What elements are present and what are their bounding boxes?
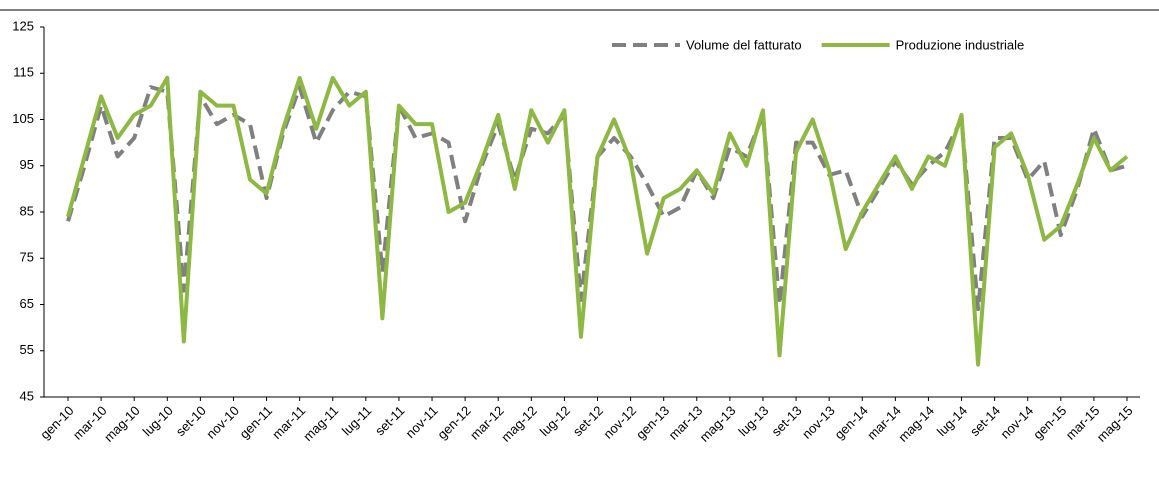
y-tick-label: 75 [20,250,34,265]
y-tick-label: 125 [12,18,34,33]
y-tick-label: 65 [20,296,34,311]
x-tick-label: lug-12 [537,403,573,439]
x-tick-label: mag-14 [895,403,937,445]
y-tick-label: 55 [20,342,34,357]
x-tick-label: mag-10 [101,403,143,445]
x-tick-label: set-14 [967,403,1003,439]
x-tick-label: gen-15 [1030,403,1069,442]
x-tick-label: set-10 [173,403,209,439]
x-tick-label: set-12 [570,403,606,439]
x-tick-label: nov-10 [203,403,242,442]
x-tick-label: set-11 [372,403,407,438]
x-tick-label: gen-13 [633,403,672,442]
x-tick-label: mag-15 [1094,403,1136,445]
x-tick-label: gen-10 [37,403,76,442]
x-tick-label: nov-12 [600,403,639,442]
x-tick-label: gen-12 [434,403,473,442]
y-tick-label: 95 [20,157,34,172]
x-tick-label: set-13 [768,403,804,439]
x-tick-label: mag-12 [498,403,540,445]
x-tick-label: nov-11 [403,403,441,441]
x-tick-label: lug-14 [934,403,970,439]
x-tick-label: gen-14 [832,403,871,442]
y-tick-label: 115 [13,65,34,80]
y-tick-label: 105 [12,111,34,126]
x-tick-label: lug-11 [339,403,374,438]
legend-label: Produzione industriale [896,37,1025,52]
x-tick-label: gen-11 [237,403,276,442]
x-tick-label: lug-10 [140,403,176,439]
y-tick-label: 45 [20,388,34,403]
x-tick-label: mag-13 [697,403,739,445]
x-tick-label: nov-13 [799,403,838,442]
x-tick-label: mag-11 [300,403,341,444]
legend-label: Volume del fatturato [686,37,802,52]
x-tick-label: nov-14 [998,403,1037,442]
series-line [66,75,1129,367]
legend: Volume del fatturato Produzione industria… [612,37,1024,52]
x-tick-label: lug-13 [735,403,771,439]
y-tick-label: 85 [20,203,34,218]
